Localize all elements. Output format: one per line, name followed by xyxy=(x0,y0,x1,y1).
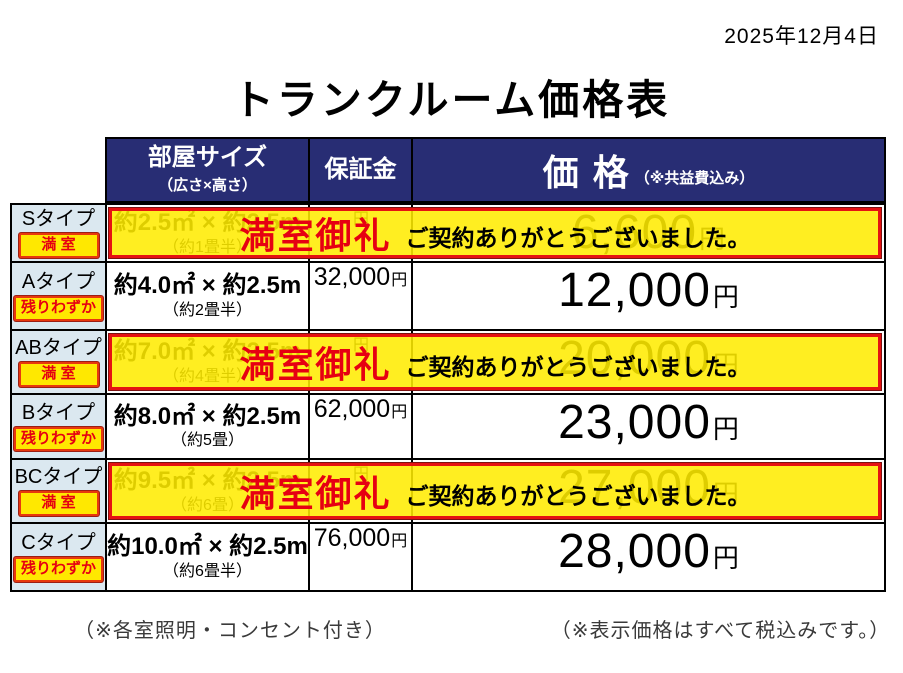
header-size-cell: 部屋サイズ （広さ×高さ） xyxy=(107,139,308,201)
price-table-body: Sタイプ 満 室 約2.5㎡ × 約2.5m （約1畳半） 円 6,600 円 … xyxy=(10,203,886,592)
size-cell: 約8.0㎡ × 約2.5m （約5畳） xyxy=(105,395,308,458)
table-row-s: Sタイプ 満 室 約2.5㎡ × 約2.5m （約1畳半） 円 6,600 円 … xyxy=(12,205,884,263)
table-row-bc: BCタイプ 満 室 約9.5㎡ × 約2.5m （約6畳） 円 27,000 円… xyxy=(12,460,884,524)
footnote-right: （※表示価格はすべて税込みです。） xyxy=(550,620,891,642)
footnote-left: （※各室照明・コンセント付き） xyxy=(74,620,386,642)
price-cell: 23,000 円 xyxy=(411,395,884,458)
banner-message: ご契約ありがとうございました。 xyxy=(405,225,751,251)
size-text: 約10.0㎡ × 約2.5m xyxy=(107,533,308,561)
price-cell: 12,000 円 xyxy=(411,263,884,329)
header-size-label: 部屋サイズ xyxy=(147,144,268,172)
sold-out-banner: 満室御礼 ご契約ありがとうございました。 xyxy=(109,463,881,519)
table-row-a: Aタイプ 残りわずか 約4.0㎡ × 約2.5m （約2畳半） 32,000 円… xyxy=(12,263,884,331)
type-cell: ABタイプ 満 室 xyxy=(12,331,105,393)
date-text: 2025年12月4日 xyxy=(724,25,879,48)
deposit-value: 76,000 xyxy=(313,524,391,552)
type-label: BCタイプ xyxy=(14,466,103,489)
status-badge: 満 室 xyxy=(18,491,99,516)
currency-label: 円 xyxy=(712,414,739,444)
status-badge: 満 室 xyxy=(18,233,99,258)
size-sub-text: （約2畳半） xyxy=(163,301,252,319)
price-value: 28,000 xyxy=(558,525,711,578)
type-label: ABタイプ xyxy=(15,337,102,360)
banner-headline: 満室御礼 xyxy=(239,215,392,256)
size-sub-text: （約5畳） xyxy=(171,432,244,450)
type-cell: Bタイプ 残りわずか xyxy=(12,395,105,458)
size-text: 約4.0㎡ × 約2.5m xyxy=(113,272,302,300)
currency-label: 円 xyxy=(712,282,739,312)
price-cell: 28,000 円 xyxy=(411,524,884,590)
table-row-c: Cタイプ 残りわずか 約10.0㎡ × 約2.5m （約6畳半） 76,000 … xyxy=(12,524,884,590)
currency-label: 円 xyxy=(391,404,408,421)
size-text: 約8.0㎡ × 約2.5m xyxy=(113,402,302,430)
header-price-cell: 価 格 （※共益費込み） xyxy=(411,139,884,201)
status-badge: 残りわずか xyxy=(13,426,103,452)
currency-label: 円 xyxy=(391,272,408,289)
type-label: Sタイプ xyxy=(21,208,96,231)
type-cell: Cタイプ 残りわずか xyxy=(12,524,105,590)
size-cell: 約4.0㎡ × 約2.5m （約2畳半） xyxy=(105,263,308,329)
type-label: Aタイプ xyxy=(21,271,96,294)
status-badge: 残りわずか xyxy=(13,296,103,321)
deposit-cell: 32,000 円 xyxy=(308,263,411,329)
header-deposit-cell: 保証金 xyxy=(308,139,411,201)
banner-headline: 満室御礼 xyxy=(239,344,392,385)
status-badge: 残りわずか xyxy=(13,557,103,582)
status-badge: 満 室 xyxy=(18,362,99,387)
page-title: トランクルーム価格表 xyxy=(232,77,671,123)
type-cell: Sタイプ 満 室 xyxy=(12,205,105,261)
table-row-b: Bタイプ 残りわずか 約8.0㎡ × 約2.5m （約5畳） 62,000 円 … xyxy=(12,395,884,460)
header-deposit-label: 保証金 xyxy=(324,155,397,183)
deposit-value: 62,000 xyxy=(313,395,391,423)
type-label: Cタイプ xyxy=(21,532,96,555)
table-row-ab: ABタイプ 満 室 約7.0㎡ × 約2.5m （約4畳半） 円 20,000 … xyxy=(12,331,884,395)
deposit-value: 32,000 xyxy=(313,263,391,291)
header-price-sub: （※共益費込み） xyxy=(634,169,755,187)
size-sub-text: （約6畳半） xyxy=(163,562,252,580)
price-value: 12,000 xyxy=(558,264,711,317)
table-header: 部屋サイズ （広さ×高さ） 保証金 価 格 （※共益費込み） xyxy=(105,137,886,203)
banner-headline: 満室御礼 xyxy=(239,473,392,514)
type-cell: BCタイプ 満 室 xyxy=(12,460,105,522)
size-cell: 約10.0㎡ × 約2.5m （約6畳半） xyxy=(105,524,308,590)
header-size-sub: （広さ×高さ） xyxy=(158,176,257,194)
type-cell: Aタイプ 残りわずか xyxy=(12,263,105,329)
sold-out-banner: 満室御礼 ご契約ありがとうございました。 xyxy=(109,334,881,390)
currency-label: 円 xyxy=(712,543,739,573)
deposit-cell: 62,000 円 xyxy=(308,395,411,458)
sold-out-banner: 満室御礼 ご契約ありがとうございました。 xyxy=(109,208,881,258)
type-label: Bタイプ xyxy=(21,401,96,424)
banner-message: ご契約ありがとうございました。 xyxy=(405,483,751,509)
price-value: 23,000 xyxy=(558,396,711,449)
deposit-cell: 76,000 円 xyxy=(308,524,411,590)
header-price-label: 価 格 xyxy=(542,152,631,193)
banner-message: ご契約ありがとうございました。 xyxy=(405,354,751,380)
currency-label: 円 xyxy=(391,533,408,550)
